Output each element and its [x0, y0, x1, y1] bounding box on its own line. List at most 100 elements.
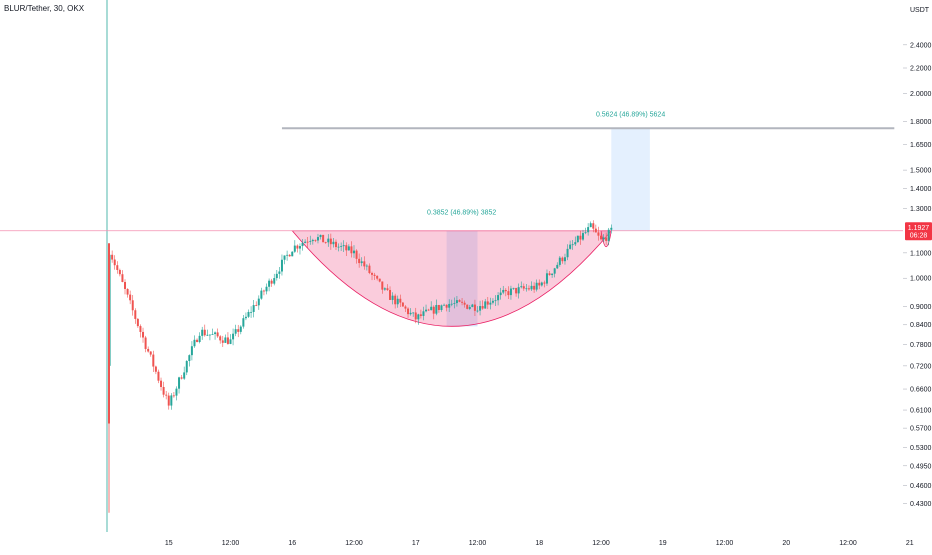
- candle-body: [561, 257, 564, 262]
- candle-body: [175, 388, 178, 396]
- candle-body: [484, 301, 487, 309]
- y-tick-label: 0.5700: [910, 426, 932, 433]
- candle-body: [600, 235, 602, 240]
- candle-body: [491, 300, 494, 303]
- candle-body: [545, 273, 548, 284]
- candle-body: [154, 366, 157, 372]
- candle-body: [316, 237, 319, 241]
- candle-body: [417, 314, 420, 320]
- measure-label-cup: 0.3852 (46.89%) 3852: [427, 210, 496, 217]
- candle-body: [124, 281, 127, 289]
- measure-label-target: 0.5624 (46.89%) 5624: [596, 111, 665, 118]
- candle-body: [535, 282, 538, 290]
- candle-body: [332, 241, 335, 245]
- candle-body: [147, 348, 150, 352]
- candle-body: [247, 311, 250, 317]
- candle-body: [244, 316, 247, 319]
- candle-body: [455, 300, 458, 304]
- candle-body: [468, 306, 471, 309]
- y-tick-label: 0.4300: [910, 501, 932, 508]
- candle-body: [111, 254, 114, 260]
- candle-body: [157, 371, 160, 381]
- candle-body: [378, 278, 381, 282]
- y-tick-label: 0.4600: [910, 483, 932, 490]
- candle-body: [337, 246, 340, 248]
- candle-body: [412, 312, 415, 314]
- x-tick-label: 12:00: [592, 540, 610, 547]
- candle-body: [311, 239, 314, 242]
- candle-body: [602, 237, 605, 240]
- candle-body: [512, 287, 515, 289]
- y-tick-label: 0.8400: [910, 322, 932, 329]
- candle-body: [566, 248, 569, 258]
- candle-body: [489, 302, 492, 305]
- candle-body: [450, 303, 453, 305]
- candle-body: [553, 268, 556, 274]
- candle-body: [327, 238, 330, 243]
- candle-body: [376, 275, 379, 279]
- candle-body: [605, 237, 608, 241]
- y-tick-label: 0.9000: [910, 304, 932, 311]
- candle-body: [121, 274, 124, 282]
- candle-body: [481, 306, 484, 309]
- candle-body: [167, 395, 170, 406]
- x-tick-label: 15: [165, 540, 173, 547]
- x-tick-label: 12:00: [839, 540, 857, 547]
- candle-body: [250, 311, 253, 313]
- candle-body: [291, 251, 294, 257]
- candle-body: [239, 326, 242, 332]
- candle-body: [422, 311, 425, 316]
- candle-body: [522, 286, 525, 289]
- candle-body: [584, 232, 587, 234]
- candle-body: [268, 280, 271, 287]
- candle-body: [188, 355, 191, 361]
- candle-body: [365, 265, 368, 267]
- current-price-tag: [905, 222, 932, 241]
- y-tick-label: 0.6600: [910, 387, 932, 394]
- candle-body: [293, 245, 296, 252]
- candle-body: [486, 301, 489, 305]
- candle-body: [309, 241, 312, 242]
- candle-body: [203, 329, 206, 336]
- candle-body: [340, 246, 343, 247]
- candle-body: [142, 331, 145, 338]
- candle-body: [216, 332, 219, 337]
- candle-body: [527, 288, 530, 290]
- candle-body: [345, 245, 348, 251]
- candle-body: [594, 228, 597, 233]
- x-tick-label: 18: [535, 540, 543, 547]
- candle-body: [581, 233, 584, 240]
- candle-body: [118, 269, 121, 275]
- candle-body: [479, 306, 482, 311]
- candle-body: [193, 339, 196, 347]
- candle-body: [160, 380, 163, 387]
- candle-body: [407, 308, 410, 315]
- candle-body: [543, 282, 546, 284]
- y-tick-label: 2.0000: [910, 91, 932, 98]
- candle-body: [497, 295, 500, 301]
- candle-body: [355, 250, 358, 259]
- candle-body: [360, 261, 363, 264]
- candle-body: [520, 286, 523, 288]
- candle-body: [172, 395, 175, 397]
- x-tick-label: 12:00: [222, 540, 240, 547]
- candle-body: [229, 339, 232, 344]
- candle-body: [563, 257, 566, 262]
- candle-body: [435, 304, 438, 314]
- measure-box-target: [611, 128, 650, 231]
- candle-body: [576, 235, 579, 243]
- candle-body: [278, 271, 281, 274]
- candle-body: [237, 329, 240, 332]
- candle-body: [525, 288, 528, 290]
- y-tick-label: 1.5000: [910, 168, 932, 175]
- candle-body: [476, 310, 479, 312]
- y-axis-unit: USDT: [910, 7, 930, 14]
- candle-body: [358, 258, 361, 264]
- candle-body: [448, 303, 451, 308]
- y-tick-label: 0.4950: [910, 463, 932, 470]
- candle-body: [443, 304, 446, 306]
- candle-body: [515, 287, 518, 294]
- candle-body: [558, 257, 561, 265]
